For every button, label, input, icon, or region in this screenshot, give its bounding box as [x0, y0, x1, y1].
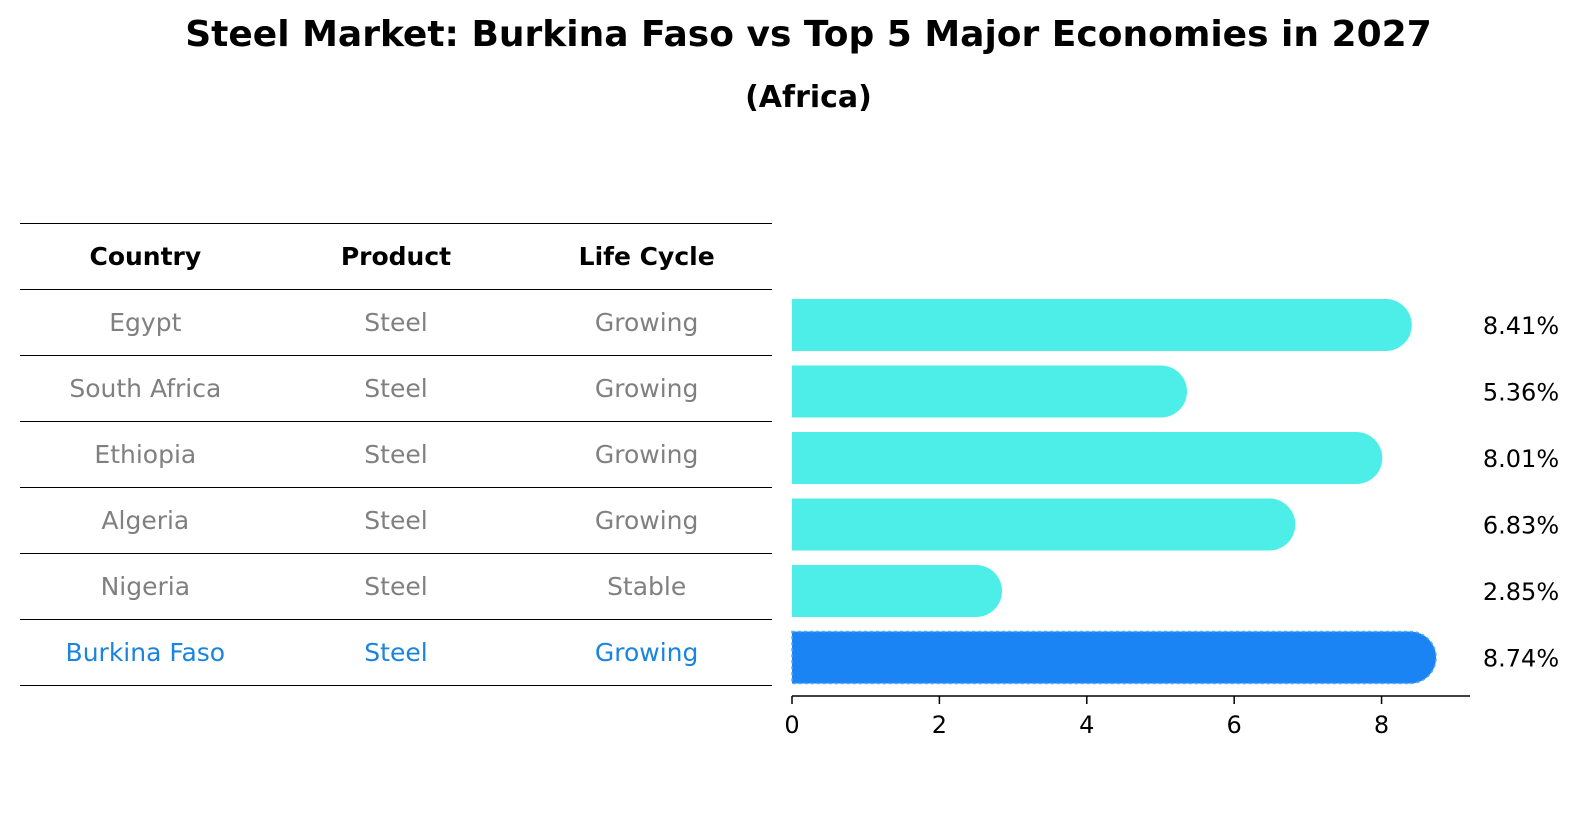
cell-life-cycle: Growing — [521, 355, 772, 422]
table-row: Algeria Steel Growing — [20, 487, 772, 554]
cell-product: Steel — [270, 553, 522, 620]
bar-value-label: 2.85% — [1483, 578, 1559, 606]
header-product: Product — [270, 223, 522, 290]
chart-title: Steel Market: Burkina Faso vs Top 5 Majo… — [185, 14, 1432, 55]
cell-life-cycle: Growing — [521, 619, 772, 686]
x-tick-label: 2 — [932, 711, 947, 739]
bar-nigeria — [792, 565, 1003, 617]
x-tick-label: 8 — [1374, 711, 1389, 739]
bar-value-label: 5.36% — [1483, 379, 1559, 407]
cell-product: Steel — [270, 487, 522, 554]
table-row: Egypt Steel Growing — [20, 289, 772, 356]
data-table-container: Country Product Life Cycle Egypt Steel G… — [20, 223, 772, 686]
table-row-highlight: Burkina Faso Steel Growing — [20, 619, 772, 686]
cell-life-cycle: Stable — [521, 553, 772, 620]
bar-value-label: 8.01% — [1483, 445, 1559, 473]
x-tick-label: 6 — [1227, 711, 1242, 739]
bar-algeria — [792, 498, 1296, 551]
cell-country: South Africa — [20, 355, 271, 422]
header-country: Country — [20, 223, 271, 290]
cell-life-cycle: Growing — [521, 289, 772, 356]
cell-life-cycle: Growing — [521, 487, 772, 554]
data-table: Country Product Life Cycle Egypt Steel G… — [20, 223, 772, 686]
table-row: Nigeria Steel Stable — [20, 553, 772, 620]
cell-country: Burkina Faso — [20, 619, 271, 686]
x-tick-label: 4 — [1079, 711, 1094, 739]
bar-egypt — [792, 299, 1412, 351]
chart-subtitle: (Africa) — [745, 80, 872, 115]
bar-burkina-faso — [792, 631, 1437, 684]
bar-value-label: 6.83% — [1483, 512, 1559, 540]
bar-value-label: 8.74% — [1483, 645, 1559, 673]
cell-product: Steel — [270, 421, 522, 488]
bar-value-label: 8.41% — [1483, 312, 1559, 340]
bar-south-africa — [792, 365, 1188, 418]
x-tick-label: 0 — [784, 711, 799, 739]
cell-country: Algeria — [20, 487, 271, 554]
cell-country: Ethiopia — [20, 421, 271, 488]
cell-life-cycle: Growing — [521, 421, 772, 488]
header-life-cycle: Life Cycle — [521, 223, 772, 290]
bar-highlight-outline — [791, 630, 1437, 685]
bar-ethiopia — [792, 432, 1383, 484]
cell-country: Nigeria — [20, 553, 271, 620]
cell-product: Steel — [270, 355, 522, 422]
cell-product: Steel — [270, 619, 522, 686]
cell-product: Steel — [270, 289, 522, 356]
table-header-row: Country Product Life Cycle — [20, 223, 772, 290]
table-row: Ethiopia Steel Growing — [20, 421, 772, 488]
table-row: South Africa Steel Growing — [20, 355, 772, 422]
cell-country: Egypt — [20, 289, 271, 356]
